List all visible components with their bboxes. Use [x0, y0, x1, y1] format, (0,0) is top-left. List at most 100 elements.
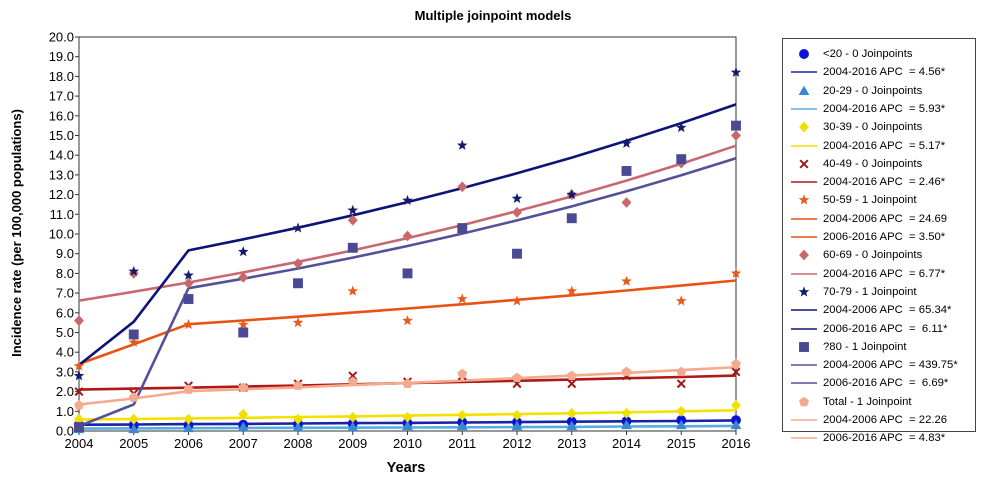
observed-point-series-6 — [73, 370, 85, 381]
observed-point-series-5 — [293, 258, 303, 269]
y-axis-label: Incidence rate (per 100,000 populations) — [9, 109, 24, 357]
observed-point-series-6 — [183, 269, 194, 280]
observed-point-series-6 — [292, 222, 304, 233]
observed-point-series-4 — [128, 336, 140, 347]
legend-series-name: ?80 - 1 Joinpoint — [823, 340, 907, 353]
y-tick-label: 9.0 — [56, 246, 74, 261]
observed-point-series-4 — [183, 319, 194, 330]
observed-point-series-2 — [183, 413, 194, 425]
legend-segment-apc: 2004-2006 APC = 22.26 — [823, 414, 948, 426]
observed-point-series-1 — [566, 420, 578, 431]
observed-point-series-4 — [511, 295, 523, 306]
observed-point-series-7 — [512, 248, 522, 259]
y-tick-label: 10.0 — [49, 227, 74, 242]
legend-series-name: Total - 1 Joinpoint — [823, 395, 912, 408]
observed-point-series-8 — [566, 370, 577, 381]
observed-point-series-4 — [292, 317, 304, 328]
legend-segment-apc: 2004-2006 APC = 24.69 — [823, 212, 948, 225]
legend-item: 50-59 - 1 Joinpoint — [783, 192, 975, 208]
legend-segment-apc: 2006-2016 APC = 6.69* — [823, 377, 949, 390]
legend-marker-shape — [798, 286, 810, 297]
x-tick-label: 2012 — [503, 436, 532, 451]
chart-legend: <20 - 0 Joinpoints 2004-2016 APC = 4.56* 2… — [782, 38, 976, 444]
x-axis: 2004 2005 2006 2007 2008 2009 2010 2011 2012 2013… — [65, 431, 750, 451]
legend-item: 2004-2016 APC = 6.77* — [783, 266, 975, 282]
observed-point-series-6 — [621, 137, 632, 148]
legend-series-name: 40-49 - 0 Joinpoints — [823, 157, 923, 170]
observed-point-series-6 — [347, 204, 359, 215]
observed-point-series-1 — [237, 421, 249, 432]
observed-point-series-6 — [456, 139, 468, 150]
y-axis: 0.0 1.0 2.0 3.0 4.0 5.0 6.0 7.0 8.0 9.0 10.0 11.0 12… — [49, 30, 79, 439]
legend-line — [791, 309, 817, 311]
legend-marker — [798, 85, 810, 95]
legend-marker-shape — [799, 341, 809, 352]
legend-marker — [799, 49, 809, 59]
x-tick-label: 2006 — [174, 436, 203, 451]
y-tick-label: 3.0 — [56, 364, 74, 379]
legend-item: 2004-2016 APC = 5.17* — [783, 138, 975, 154]
legend-item: 2004-2016 APC = 4.56* — [783, 64, 975, 80]
legend-segment-apc: 2004-2016 APC = 4.56* — [823, 66, 946, 79]
legend-marker-shape — [799, 249, 809, 261]
observed-point-series-7 — [566, 213, 577, 224]
x-tick-label: 2010 — [393, 436, 422, 451]
legend-marker — [799, 121, 809, 133]
y-tick-label: 15.0 — [49, 128, 74, 143]
legend-item: 2004-2016 APC = 5.93* — [783, 101, 975, 117]
observed-point-series-6 — [566, 189, 578, 200]
observed-point-series-7 — [621, 166, 632, 176]
legend-item: 2004-2006 APC = 439.75* — [783, 357, 975, 373]
legend-marker-shape — [798, 85, 810, 95]
legend-marker — [799, 341, 809, 352]
observed-point-series-1 — [183, 422, 194, 433]
observed-point-series-2 — [402, 411, 413, 423]
observed-point-series-6 — [511, 192, 523, 204]
observed-point-series-3 — [74, 387, 84, 397]
observed-point-series-2 — [621, 407, 632, 419]
legend-item: 30-39 - 0 Joinpoints — [783, 119, 975, 135]
observed-point-series-8 — [183, 384, 194, 394]
x-tick-label: 2009 — [338, 436, 367, 451]
y-tick-label: 4.0 — [56, 345, 74, 360]
x-tick-label: 2005 — [119, 436, 148, 451]
observed-point-series-8 — [512, 372, 522, 383]
legend-item: 40-49 - 0 Joinpoints — [783, 156, 975, 172]
legend-item: 60-69 - 0 Joinpoints — [783, 247, 975, 263]
y-tick-label: 16.0 — [49, 108, 74, 123]
x-tick-label: 2007 — [229, 436, 258, 451]
observed-point-series-5 — [74, 315, 84, 327]
x-tick-label: 2014 — [612, 436, 641, 451]
observed-point-series-8 — [621, 366, 632, 377]
y-tick-label: 18.0 — [49, 69, 74, 84]
observed-point-series-1 — [402, 420, 413, 431]
legend-line — [791, 181, 817, 183]
chart-title: Multiple joinpoint models — [415, 8, 572, 23]
observed-point-series-1 — [456, 420, 468, 431]
legend-segment-apc: 2006-2016 APC = 6.11* — [823, 322, 948, 335]
observed-point-series-4 — [730, 267, 742, 278]
y-tick-label: 20.0 — [49, 30, 74, 45]
legend-marker-shape — [799, 121, 809, 133]
legend-marker — [798, 194, 810, 205]
legend-marker — [799, 159, 809, 169]
observed-point-series-4 — [237, 319, 249, 330]
observed-point-series-2 — [238, 408, 249, 420]
y-tick-label: 12.0 — [49, 187, 74, 202]
observed-point-series-8 — [74, 400, 84, 410]
observed-point-series-5 — [621, 197, 632, 208]
observed-point-series-2 — [347, 411, 358, 423]
y-tick-label: 17.0 — [49, 89, 74, 104]
legend-line — [791, 272, 817, 275]
observed-point-series-7 — [731, 120, 741, 131]
observed-point-series-2 — [566, 407, 577, 419]
y-tick-label: 7.0 — [56, 286, 74, 301]
observed-point-series-1 — [730, 419, 742, 430]
observed-point-series-6 — [128, 265, 140, 276]
legend-segment-apc: 2004-2006 APC = 439.75* — [823, 359, 958, 372]
legend-segment-apc: 2004-2016 APC = 5.17* — [823, 139, 946, 152]
legend-line — [791, 437, 817, 440]
legend-line — [791, 144, 817, 147]
observed-point-series-1 — [128, 423, 140, 434]
observed-point-series-3 — [348, 371, 358, 381]
